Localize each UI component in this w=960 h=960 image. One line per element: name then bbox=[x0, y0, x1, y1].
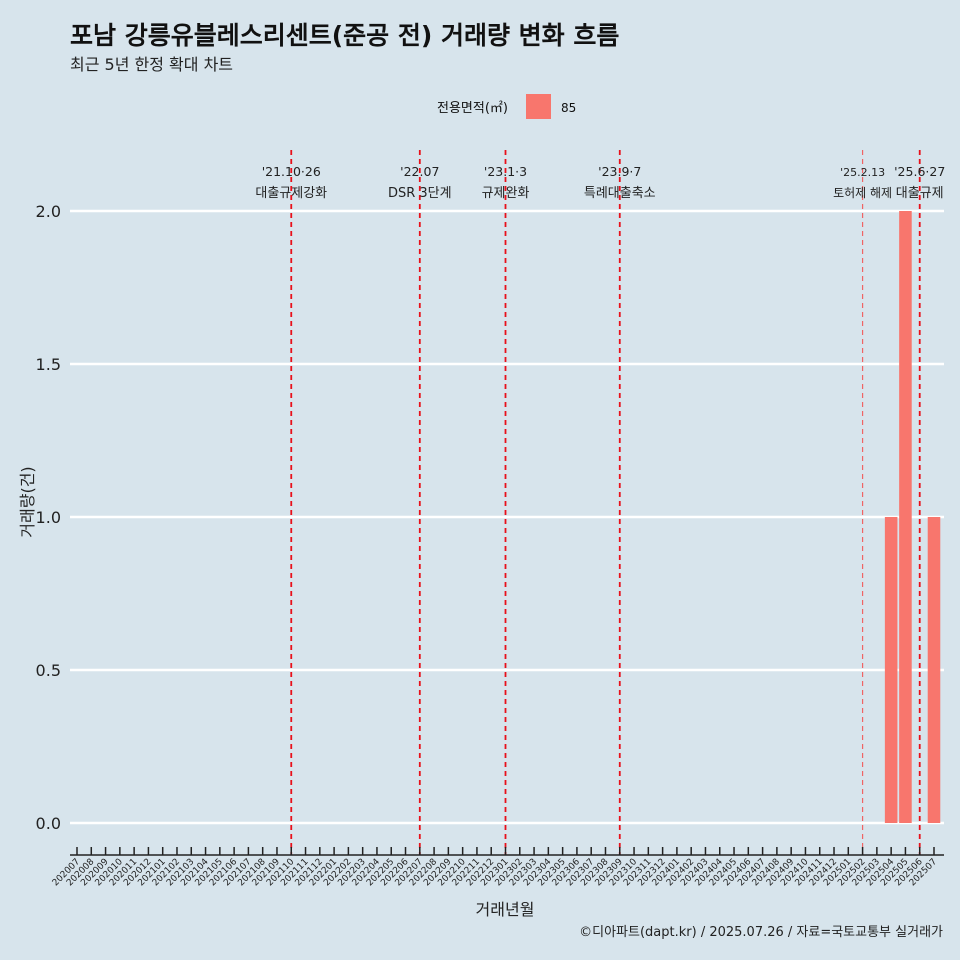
legend-label: 85 bbox=[561, 101, 576, 115]
bar bbox=[884, 517, 898, 823]
y-tick-label: 1.0 bbox=[36, 508, 61, 527]
event-date: '22.07 bbox=[400, 164, 439, 179]
y-tick-label: 0.5 bbox=[36, 661, 61, 680]
annotations: '21.10·26 대출규제강화 '22.07 DSR 3단계 '23.1·3 규제완화 '… bbox=[255, 150, 945, 855]
y-tick-label: 2.0 bbox=[36, 202, 61, 221]
legend-title: 전용면적(㎡) bbox=[437, 101, 508, 116]
grid bbox=[70, 209, 944, 825]
legend-swatch bbox=[526, 94, 551, 119]
event-label: DSR 3단계 bbox=[388, 186, 452, 201]
event-date: '25.6·27 bbox=[894, 164, 945, 179]
y-tick-label: 0.0 bbox=[36, 814, 61, 833]
event-date: '23.1·3 bbox=[484, 164, 527, 179]
bar bbox=[899, 211, 912, 823]
event-date: '21.10·26 bbox=[262, 164, 321, 179]
event-date: '23.9·7 bbox=[598, 164, 641, 179]
y-axis-label: 거래량(건) bbox=[18, 466, 37, 537]
event-label: 대출규제 bbox=[896, 186, 944, 201]
event-label: 토허제 해제 bbox=[833, 186, 892, 200]
y-axis: 0.0 0.5 1.0 1.5 2.0 bbox=[36, 202, 61, 833]
event-label: 규제완화 bbox=[482, 186, 530, 201]
bars bbox=[884, 211, 941, 823]
bar bbox=[927, 517, 941, 823]
event-date: '25.2.13 bbox=[840, 166, 885, 179]
chart-title: 포남 강릉유블레스리센트(준공 전) 거래량 변화 흐름 bbox=[70, 21, 619, 50]
x-axis-label: 거래년월 bbox=[476, 900, 535, 919]
x-axis: 2020072020082020092020102020112020122021… bbox=[51, 847, 944, 888]
y-tick-label: 1.5 bbox=[36, 355, 61, 374]
event-label: 대출규제강화 bbox=[255, 186, 327, 201]
legend: 전용면적(㎡) 85 bbox=[437, 94, 576, 119]
chart-subtitle: 최근 5년 한정 확대 차트 bbox=[70, 55, 233, 74]
caption: ©디아파트(dapt.kr) / 2025.07.26 / 자료=국토교통부 실… bbox=[579, 925, 943, 940]
event-label: 특례대출축소 bbox=[584, 186, 656, 201]
